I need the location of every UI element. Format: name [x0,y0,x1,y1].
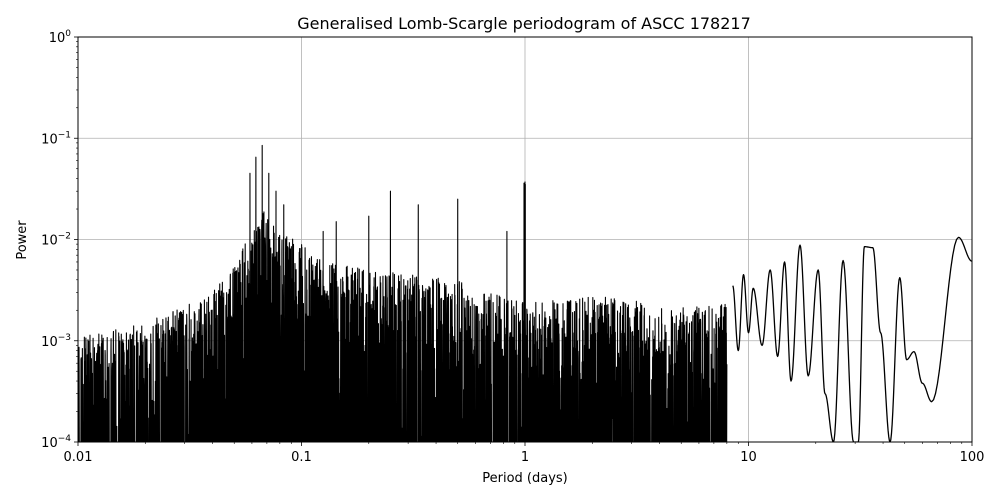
x-tick-label: 0.01 [64,450,93,465]
x-tick-label: 0.1 [291,450,312,465]
y-tick-label: 10−2 [41,232,71,249]
x-tick-label: 1 [521,450,529,465]
y-tick-label: 10−4 [41,434,71,451]
x-tick-label: 10 [740,450,757,465]
x-axis-label: Period (days) [482,471,568,486]
y-tick-label: 10−3 [41,333,71,350]
chart-title: Generalised Lomb-Scargle periodogram of … [297,14,751,33]
periodogram-line-dense [78,144,728,442]
data-layer [78,144,972,442]
tick-layer: 0.01 0.1 1 10 100 10−4 10−3 10−2 10−1 100 [41,29,984,465]
y-axis-label: Power [15,220,30,260]
periodogram-line-smooth [732,236,972,442]
y-tick-label: 10−1 [41,130,71,147]
y-tick-label: 100 [49,29,72,46]
x-tick-label: 100 [960,450,985,465]
